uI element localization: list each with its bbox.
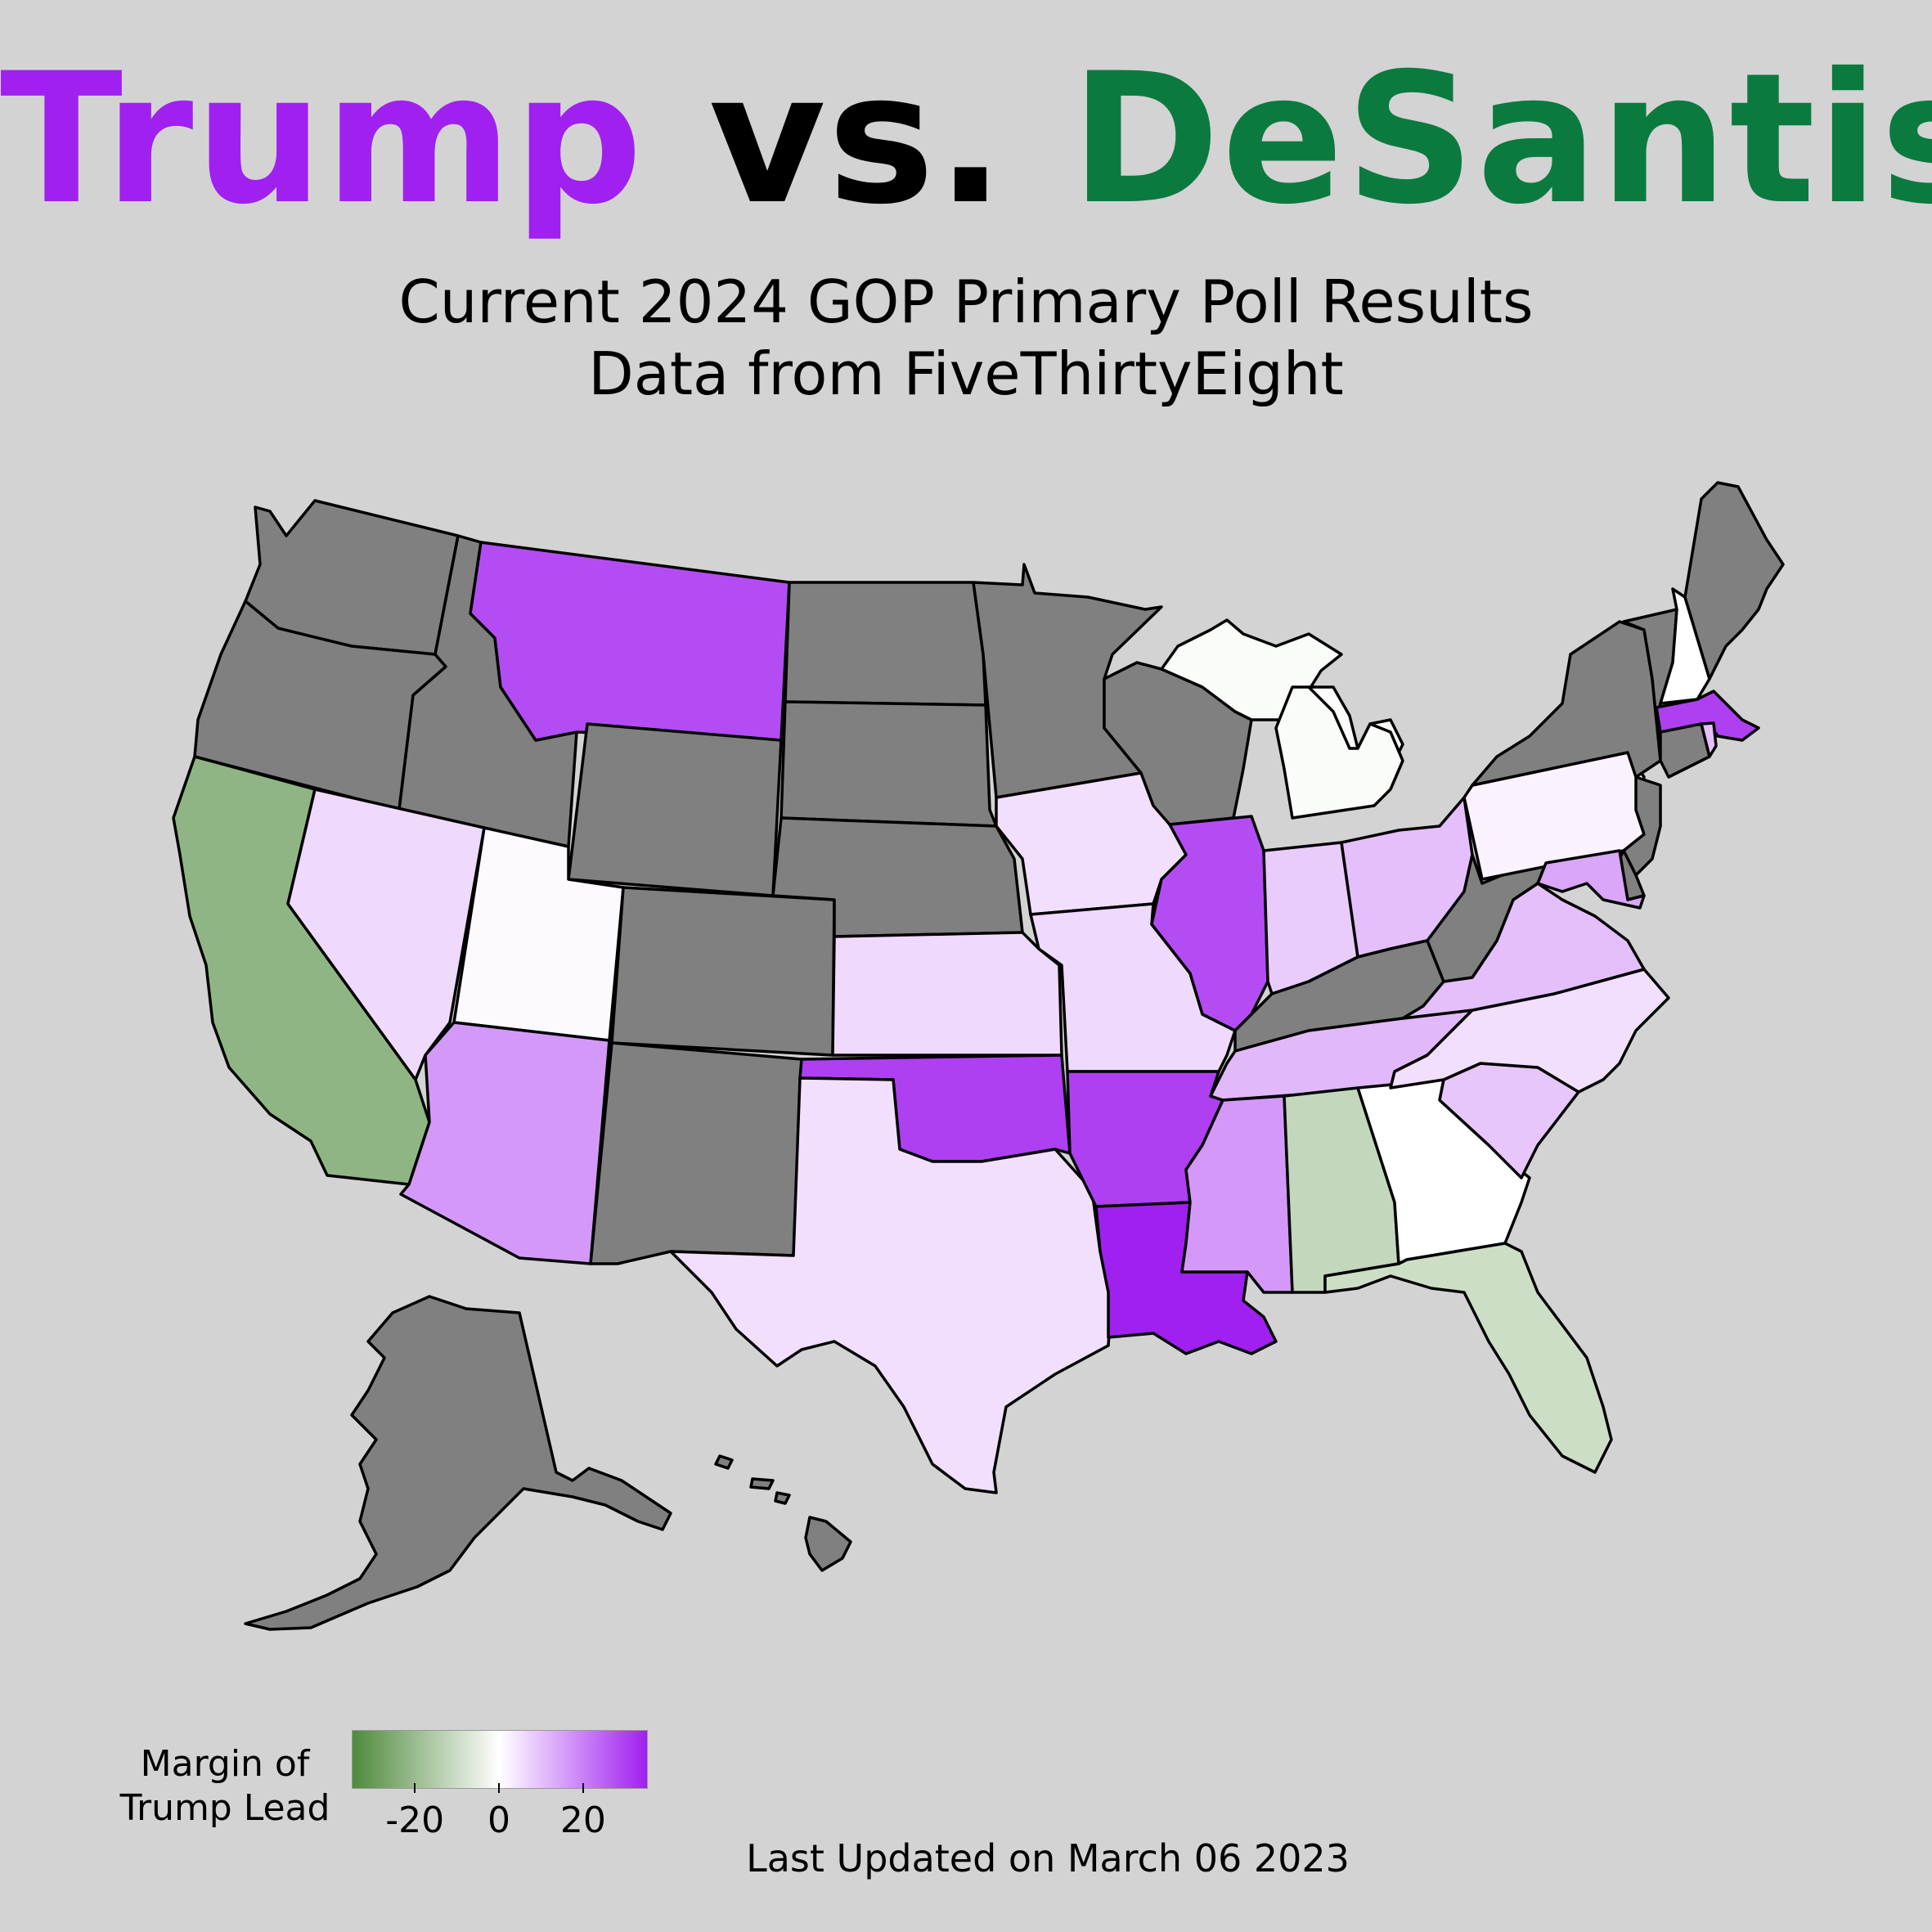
state-new-mexico[interactable] xyxy=(589,1041,803,1265)
last-updated: Last Updated on March 06 2023 xyxy=(746,1836,1350,1880)
state-kansas[interactable] xyxy=(831,931,1063,1057)
state-new-hampshire[interactable] xyxy=(1659,587,1711,705)
state-wyoming[interactable] xyxy=(567,722,783,897)
state-north-dakota[interactable] xyxy=(784,581,987,707)
legend-title-line-1: Margin of xyxy=(140,1743,310,1785)
chart-subtitle: Current 2024 GOP Primary Poll Results Da… xyxy=(0,266,1932,410)
state-south-dakota[interactable] xyxy=(780,700,998,828)
legend-tick-label-2: 20 xyxy=(559,1799,606,1841)
subtitle-line-1: Current 2024 GOP Primary Poll Results xyxy=(398,267,1534,336)
title-vs: vs. xyxy=(708,34,1007,244)
state-illinois[interactable] xyxy=(1150,815,1269,1032)
state-hawaii-islands[interactable] xyxy=(714,1454,791,1505)
state-florida[interactable] xyxy=(1323,1242,1613,1474)
state-alaska[interactable] xyxy=(244,1295,672,1631)
state-hawaii[interactable] xyxy=(804,1516,852,1572)
legend-tick-1 xyxy=(498,1783,500,1793)
legend-tick-2 xyxy=(582,1783,584,1793)
chart-title: Trump vs. DeSantis xyxy=(0,49,1932,229)
title-desantis: DeSantis xyxy=(1070,34,1932,244)
title-trump: Trump xyxy=(0,34,645,244)
legend-tick-label-0: -20 xyxy=(385,1799,445,1841)
state-maine[interactable] xyxy=(1683,481,1785,681)
state-connecticut[interactable] xyxy=(1659,722,1711,779)
legend-tick-0 xyxy=(414,1783,416,1793)
state-texas[interactable] xyxy=(669,1076,1114,1494)
state-maryland[interactable] xyxy=(1536,849,1646,910)
legend-tick-label-1: 0 xyxy=(487,1799,510,1841)
legend-title-line-2: Trump Lead xyxy=(119,1787,330,1829)
state-rhode-island[interactable] xyxy=(1700,721,1718,758)
state-arizona[interactable] xyxy=(399,1021,611,1265)
legend-title: Margin of Trump Lead xyxy=(98,1742,352,1831)
state-colorado[interactable] xyxy=(610,886,836,1057)
subtitle-line-2: Data from FiveThirtyEight xyxy=(588,339,1344,408)
state-new-york[interactable] xyxy=(1471,620,1662,787)
state-montana[interactable] xyxy=(469,541,791,742)
state-michigan-lower[interactable] xyxy=(1274,685,1404,820)
legend-color-bar xyxy=(352,1730,648,1789)
